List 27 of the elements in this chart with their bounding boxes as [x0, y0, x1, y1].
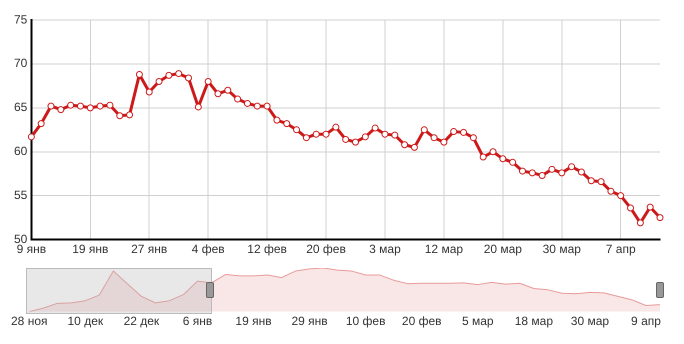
y-tick-label: 70: [14, 56, 28, 70]
x-tick-label: 20 фев: [306, 242, 346, 256]
x-tick-label: 19 янв: [72, 242, 108, 256]
y-tick-label: 55: [14, 188, 28, 202]
x-tick-label: 30 мар: [542, 242, 582, 256]
y-tick-label: 65: [14, 100, 28, 114]
x-tick-label: 20 мар: [484, 242, 522, 256]
x-tick-label: 10 дек: [68, 314, 104, 328]
y-tick-label: 75: [14, 12, 28, 26]
x-tick-label: 27 янв: [131, 242, 168, 256]
x-tick-label: 19 янв: [235, 314, 272, 328]
x-tick-label: 22 дек: [124, 314, 160, 328]
y-tick-label: 60: [14, 144, 28, 158]
x-tick-label: 30 мар: [570, 314, 610, 328]
x-tick-label: 9 апр: [631, 314, 662, 328]
x-tick-label: 3 мар: [369, 242, 402, 256]
x-tick-label: 6 янв: [182, 314, 212, 328]
x-tick-label: 18 мар: [514, 314, 554, 328]
x-tick-label: 5 мар: [462, 314, 494, 328]
x-tick-label: 12 мар: [424, 242, 464, 256]
x-tick-label: 4 фев: [192, 242, 225, 256]
x-tick-label: 28 ноя: [11, 314, 48, 328]
x-tick-label: 7 апр: [606, 242, 636, 256]
x-tick-label: 29 янв: [291, 314, 328, 328]
x-tick-label: 12 фев: [247, 242, 287, 256]
x-tick-label: 10 фев: [346, 314, 386, 328]
x-tick-label: 20 фев: [402, 314, 442, 328]
